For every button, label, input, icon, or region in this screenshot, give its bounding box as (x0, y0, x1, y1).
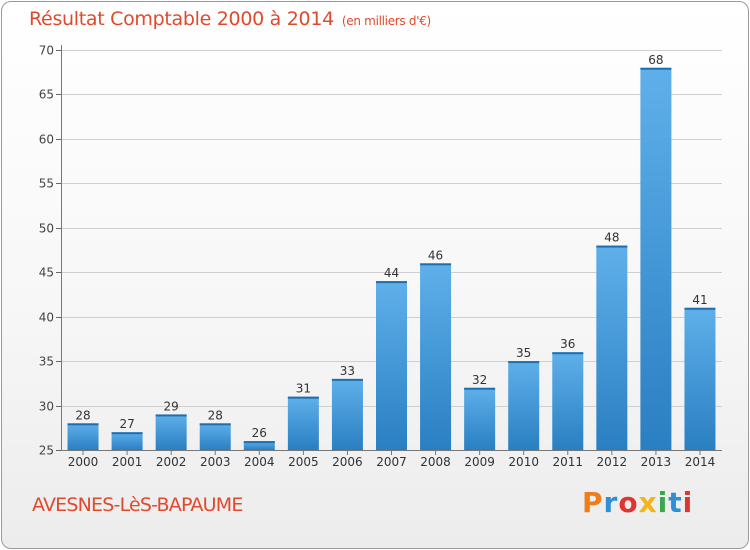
bar (155, 414, 187, 450)
y-tick-label: 70 (39, 44, 54, 58)
bars (67, 67, 716, 451)
bar-top-edge (684, 307, 716, 310)
bar-top-edge (155, 414, 187, 417)
bar (287, 396, 319, 450)
logo-letter: r (603, 486, 619, 519)
bar-top-edge (420, 263, 452, 266)
bar-top-edge (376, 281, 407, 284)
bar-top-edge (464, 387, 496, 390)
y-tick-label: 50 (39, 222, 54, 236)
bar-top-edge (199, 423, 231, 426)
data-label: 32 (472, 373, 487, 387)
y-tick-label: 35 (39, 355, 54, 369)
x-tick-label: 2002 (156, 455, 187, 469)
x-tick-label: 2006 (332, 455, 363, 469)
bar-top-edge (640, 67, 672, 70)
logo-letter: P (582, 486, 604, 519)
x-tick-label: 2011 (552, 455, 583, 469)
y-tick-label: 60 (39, 133, 54, 147)
bar (331, 378, 363, 450)
bar (640, 67, 672, 451)
data-label: 36 (560, 337, 575, 351)
bar-top-edge (552, 352, 584, 355)
bar (243, 441, 275, 450)
data-label: 29 (164, 399, 179, 413)
bar (67, 423, 99, 450)
y-tick-label: 30 (39, 400, 54, 414)
data-label: 26 (252, 426, 267, 440)
bar-top-edge (331, 378, 363, 381)
bar (420, 263, 452, 450)
data-label: 27 (119, 417, 134, 431)
bar (464, 387, 496, 450)
y-tick-labels: 25 30 35 40 45 50 55 60 65 70 (39, 44, 54, 458)
data-label: 35 (516, 346, 531, 360)
x-tick-label: 2013 (641, 455, 672, 469)
x-tick-labels: 2000 2001 2002 2003 2004 2005 2006 2007 2008 2009… (68, 455, 715, 469)
y-tick-label: 55 (39, 177, 54, 191)
bar-top-edge (508, 361, 540, 364)
logo-letter: t (668, 486, 683, 519)
y-tick-label: 45 (39, 266, 54, 280)
chart-title-text: Résultat Comptable 2000 à 2014 (29, 8, 334, 30)
bar-top-edge (596, 245, 628, 248)
x-tick-label: 2000 (68, 455, 99, 469)
logo-letter: o (618, 486, 639, 519)
x-tick-label: 2014 (685, 455, 716, 469)
bar (552, 352, 584, 450)
x-tick-label: 2001 (112, 455, 143, 469)
x-tick-label: 2003 (200, 455, 231, 469)
bar (111, 432, 143, 450)
data-label: 28 (208, 408, 223, 422)
axes (56, 45, 722, 455)
data-label: 28 (75, 408, 90, 422)
bar (508, 361, 540, 450)
chart-unit: (en milliers d'€) (341, 14, 431, 28)
bar-top-edge (243, 441, 275, 444)
x-tick-label: 2004 (244, 455, 275, 469)
bar (684, 307, 716, 450)
x-tick-label: 2012 (597, 455, 628, 469)
bar (199, 423, 231, 450)
data-label: 68 (648, 53, 663, 67)
data-labels: 28 27 29 28 26 31 33 44 46 32 35 36 48 68 41 (75, 53, 707, 440)
bar (376, 281, 407, 450)
data-label: 33 (340, 364, 355, 378)
data-label: 46 (428, 248, 443, 262)
x-tick-label: 2008 (420, 455, 451, 469)
y-tick-label: 40 (39, 311, 54, 325)
bar-top-edge (111, 432, 143, 435)
chart-title: Résultat Comptable 2000 à 2014 (en millie… (29, 8, 431, 30)
x-tick-label: 2010 (508, 455, 539, 469)
x-tick-label: 2005 (288, 455, 319, 469)
y-tick-label: 25 (39, 444, 54, 458)
y-tick-label: 65 (39, 88, 54, 102)
data-label: 44 (384, 266, 399, 280)
data-label: 48 (604, 231, 619, 245)
bar (596, 245, 628, 450)
bar-top-edge (67, 423, 99, 426)
logo-letter: x (638, 486, 658, 519)
logo-letter: i (657, 486, 669, 519)
x-tick-label: 2007 (376, 455, 407, 469)
city-name: AVESNES-LèS-BAPAUME (32, 494, 243, 516)
proxiti-logo[interactable]: Proxiti (582, 486, 693, 519)
data-label: 31 (296, 382, 311, 396)
logo-letter: i (682, 486, 694, 519)
x-tick-label: 2009 (464, 455, 495, 469)
bar-top-edge (287, 396, 319, 399)
data-label: 41 (692, 293, 707, 307)
